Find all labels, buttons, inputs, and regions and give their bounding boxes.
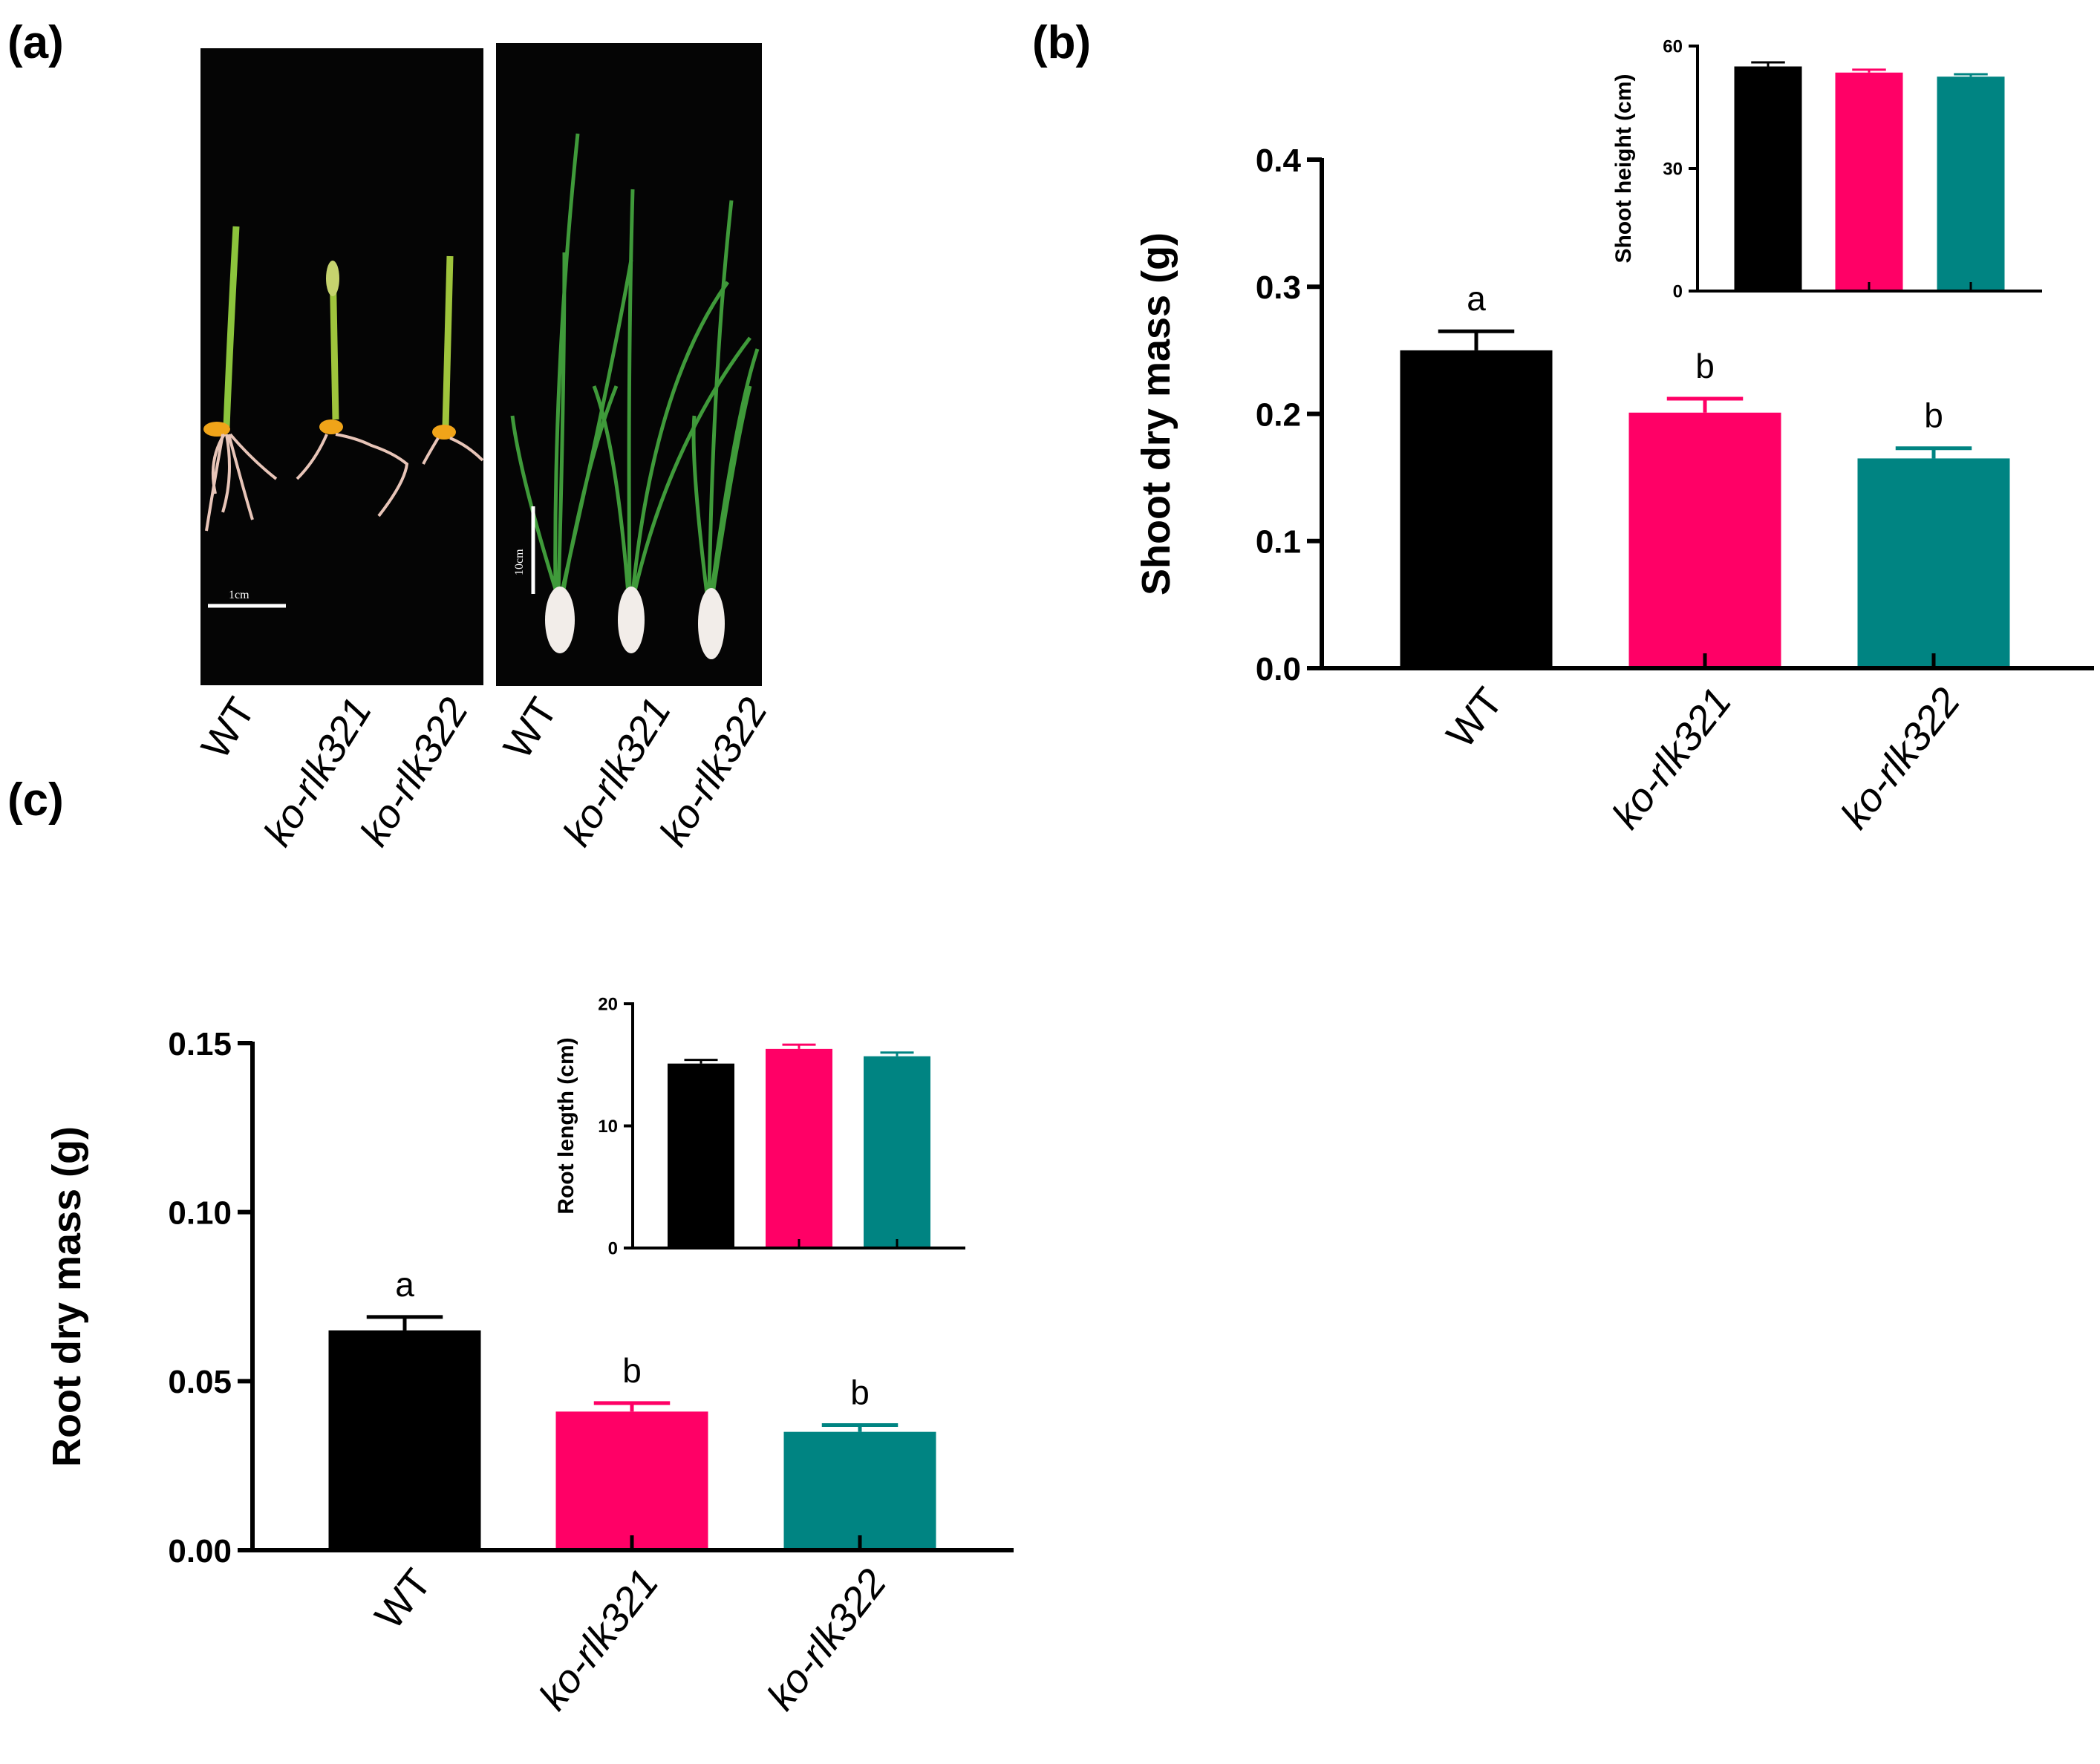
bar-ko-rlk321	[1835, 72, 1903, 291]
y-tick-label: 60	[1663, 37, 1683, 57]
y-tick-label: 0	[608, 1239, 618, 1259]
seedling-photo-left: 1cm	[200, 48, 484, 685]
y-axis-title: Root dry mass (g)	[45, 1126, 89, 1467]
plant-ko321-large	[592, 189, 751, 653]
x-tick-label-ko-rlk322: ko-rlk322	[758, 1561, 895, 1718]
bar-ko-rlk322	[864, 1056, 930, 1248]
bar-ko-rlk321	[1628, 412, 1781, 668]
panel-b-label: (b)	[1032, 17, 1091, 68]
y-tick-label: 30	[1663, 160, 1683, 180]
seedling-ko322-small	[422, 255, 484, 465]
x-tick-label-ko-rlk321: ko-rlk321	[530, 1561, 667, 1718]
significance-letter-ko-rlk322: b	[850, 1373, 870, 1412]
y-axis-title: Root length (cm)	[554, 1037, 578, 1214]
bar-WT	[328, 1330, 481, 1550]
bar-WT	[668, 1063, 734, 1248]
panel-c-label: (c)	[7, 774, 64, 826]
significance-letter-WT: a	[1467, 279, 1486, 318]
chart-shoot-height-inset: 0 30 60 Shoot height (cm)	[1611, 37, 2042, 302]
chart-root-length-inset: 0 10 20 Root length (cm)	[554, 995, 965, 1259]
bar-WT	[1400, 350, 1553, 668]
y-tick-label: 0.1	[1256, 524, 1301, 561]
y-tick-label: 0.00	[168, 1533, 232, 1569]
photo-label-wt-left: WT	[193, 690, 264, 767]
photo-category-labels: WT ko-rlk321 ko-rlk322 WT ko-rlk321 ko-r…	[193, 690, 776, 854]
y-axis-title: Shoot height (cm)	[1611, 74, 1636, 264]
significance-letter-ko-rlk321: b	[1695, 347, 1715, 385]
photo-label-wt-right: WT	[495, 690, 566, 767]
y-tick-label: 0.4	[1256, 143, 1302, 179]
seedling-ko321-small	[296, 261, 409, 517]
x-tick-label-WT: WT	[366, 1561, 440, 1637]
significance-letter-ko-rlk321: b	[622, 1351, 642, 1390]
plant-ko322-large	[691, 200, 760, 659]
y-tick-label: 0.3	[1256, 270, 1301, 306]
bar-ko-rlk322	[1937, 76, 2005, 291]
y-tick-label: 0.10	[168, 1195, 232, 1232]
panel-a-label: (a)	[7, 17, 64, 68]
y-tick-label: 0.2	[1256, 396, 1301, 433]
y-tick-label: 0.05	[168, 1364, 232, 1400]
y-tick-label: 10	[598, 1117, 618, 1137]
scale-bar-10cm: 10cm	[513, 549, 526, 575]
scale-bar-1cm: 1cm	[229, 589, 250, 601]
significance-letter-WT: a	[395, 1265, 414, 1304]
bar-ko-rlk322	[783, 1431, 936, 1550]
seedling-photo-right: 10cm	[496, 43, 762, 686]
x-tick-label-WT: WT	[1438, 679, 1511, 756]
bar-ko-rlk321	[555, 1411, 708, 1550]
y-tick-label: 0.15	[168, 1026, 232, 1062]
bar-ko-rlk322	[1857, 458, 2010, 668]
significance-letter-ko-rlk322: b	[1924, 396, 1943, 435]
y-tick-label: 0	[1673, 282, 1683, 302]
y-axis-title: Shoot dry mass (g)	[1134, 232, 1178, 595]
seedling-wt-small	[203, 226, 278, 532]
bar-WT	[1734, 66, 1802, 291]
x-tick-label-ko-rlk322: ko-rlk322	[1832, 679, 1969, 837]
y-tick-label: 0.0	[1256, 651, 1301, 687]
x-tick-label-ko-rlk321: ko-rlk321	[1603, 679, 1740, 837]
bar-ko-rlk321	[766, 1048, 832, 1248]
y-tick-label: 20	[598, 995, 618, 1015]
